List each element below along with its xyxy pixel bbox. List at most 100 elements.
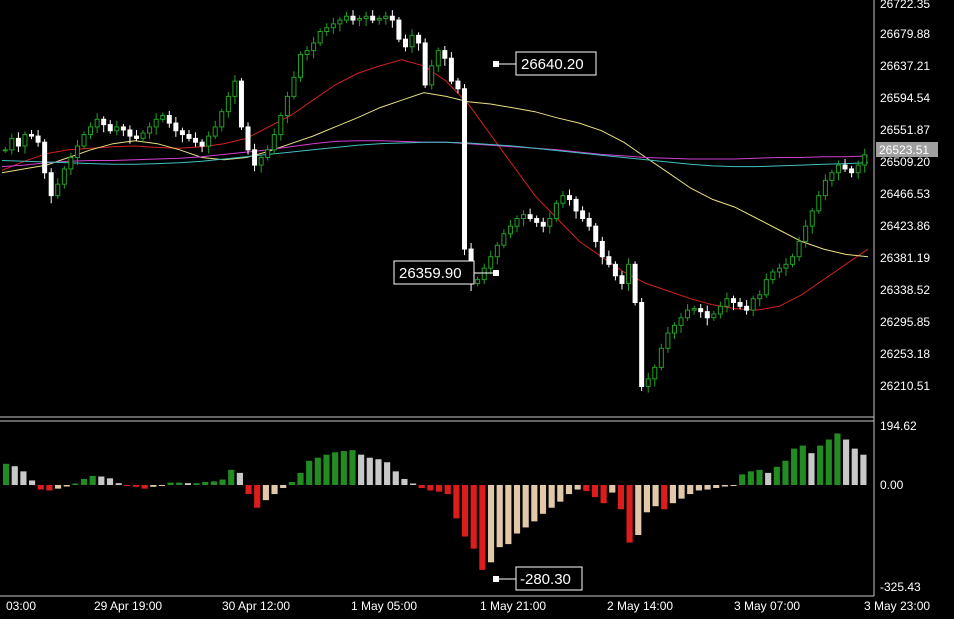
candle xyxy=(829,169,835,187)
indicator-axis: 194.62 0.00 -325.43 xyxy=(880,419,921,594)
candle xyxy=(278,112,284,141)
histogram-bar xyxy=(366,457,373,485)
histogram-bar xyxy=(245,485,252,495)
candle xyxy=(514,215,520,233)
histogram-bar xyxy=(453,485,460,519)
time-tick: 1 May 21:00 xyxy=(480,599,546,613)
histogram-bar xyxy=(739,474,746,485)
histogram-bar xyxy=(791,448,798,485)
histogram-bar xyxy=(418,485,425,489)
indicator-tick: -325.43 xyxy=(880,580,921,594)
candle xyxy=(15,132,21,153)
candle xyxy=(626,258,632,292)
candle xyxy=(337,17,343,32)
histogram-bar xyxy=(306,460,313,485)
candle xyxy=(140,129,146,143)
histogram-bar xyxy=(158,485,166,486)
candle xyxy=(809,207,815,234)
candle xyxy=(343,11,349,24)
candle xyxy=(560,191,566,208)
histogram-bar xyxy=(565,485,573,495)
histogram-bar xyxy=(669,485,676,504)
candle xyxy=(409,29,415,53)
histogram-bar xyxy=(834,433,841,485)
candle xyxy=(599,236,605,265)
histogram-bar xyxy=(28,480,36,485)
candle xyxy=(396,17,402,43)
candle xyxy=(258,154,264,173)
candle xyxy=(166,110,172,128)
histogram-bar xyxy=(202,481,209,485)
candle xyxy=(81,131,87,150)
candle xyxy=(822,174,828,201)
price-tick: 26423.86 xyxy=(880,219,930,233)
candle xyxy=(731,295,737,311)
histogram-bar xyxy=(557,485,564,502)
time-tick: 3 May 23:00 xyxy=(864,599,930,613)
histogram-bar xyxy=(349,450,356,485)
candle xyxy=(698,304,704,318)
histogram-bar xyxy=(314,457,321,485)
candle xyxy=(593,223,599,248)
candle xyxy=(173,117,179,137)
candle xyxy=(612,261,618,281)
candle xyxy=(475,276,481,287)
moving-average-line-1 xyxy=(1,92,869,258)
time-tick: 1 May 05:00 xyxy=(351,599,417,613)
histogram-bar xyxy=(150,485,157,487)
candle xyxy=(265,145,271,161)
candle xyxy=(402,34,408,52)
candle xyxy=(763,273,769,298)
candle xyxy=(711,310,717,321)
histogram-bar xyxy=(661,485,668,510)
candle xyxy=(573,196,579,219)
price-tick: 26253.18 xyxy=(880,347,930,361)
histogram-bar xyxy=(20,471,27,485)
candle xyxy=(68,152,74,176)
histogram-bar xyxy=(713,485,720,489)
candle xyxy=(737,297,743,310)
histogram-bar xyxy=(496,485,503,548)
histogram-bar xyxy=(401,478,408,485)
histogram-bar xyxy=(410,483,417,485)
candle xyxy=(717,301,723,319)
candle xyxy=(311,36,317,59)
current-price-label: 26523.51 xyxy=(879,143,929,157)
candle xyxy=(350,10,356,25)
annotation-low-label: 26359.90 xyxy=(399,265,462,282)
candle xyxy=(547,212,553,234)
histogram-bar xyxy=(600,485,607,504)
price-axis: 26722.35 26679.88 26637.21 26594.54 2655… xyxy=(880,0,930,393)
time-tick: 30 Apr 12:00 xyxy=(222,599,290,613)
time-axis: 03:00 29 Apr 19:00 30 Apr 12:00 1 May 05… xyxy=(6,599,930,613)
histogram-bar xyxy=(583,485,590,492)
current-price-marker xyxy=(876,142,938,157)
histogram-bar xyxy=(531,485,538,522)
candle xyxy=(671,322,677,340)
candle xyxy=(429,59,435,90)
histogram-bar xyxy=(340,451,347,485)
histogram-bar xyxy=(297,472,304,485)
candle xyxy=(219,108,225,132)
candle xyxy=(232,75,238,105)
histogram-bar xyxy=(167,482,174,485)
time-tick: 2 May 14:00 xyxy=(607,599,673,613)
price-tick: 26466.53 xyxy=(880,187,930,201)
histogram-bar xyxy=(773,466,780,485)
histogram-bar xyxy=(436,485,443,492)
candle xyxy=(304,46,310,61)
candle xyxy=(790,253,796,268)
candle xyxy=(422,38,428,88)
histogram-bar xyxy=(323,454,330,485)
candle xyxy=(527,208,533,222)
histogram-bar xyxy=(730,485,737,486)
candle xyxy=(212,120,218,140)
histogram-bar xyxy=(3,463,10,485)
candle xyxy=(691,305,697,315)
histogram-bar xyxy=(574,485,581,490)
histogram-bar xyxy=(851,448,858,485)
histogram-bar xyxy=(219,479,226,485)
histogram-bar xyxy=(392,471,399,485)
histogram-bar xyxy=(46,485,53,491)
